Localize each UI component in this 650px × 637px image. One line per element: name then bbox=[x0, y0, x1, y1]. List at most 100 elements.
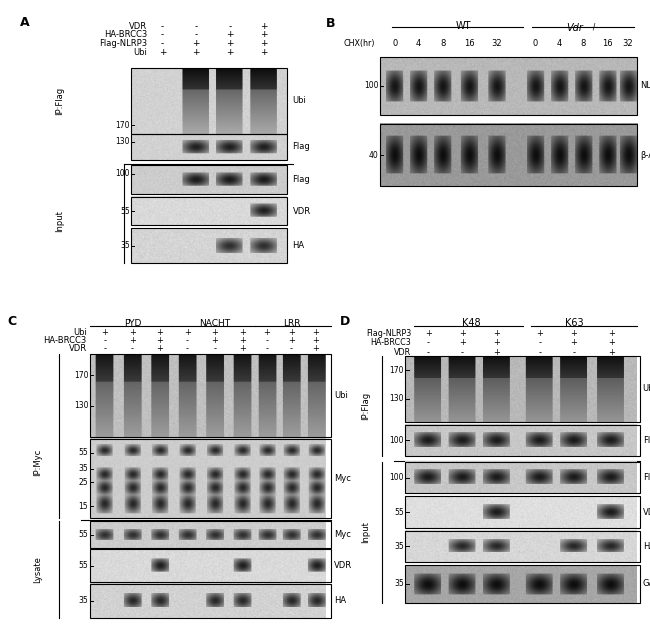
Text: -: - bbox=[229, 22, 231, 31]
Text: IP:Flag: IP:Flag bbox=[55, 87, 64, 115]
Text: 100: 100 bbox=[389, 436, 404, 445]
Text: Lysate: Lysate bbox=[33, 556, 42, 583]
Text: 130: 130 bbox=[116, 137, 130, 146]
Text: +: + bbox=[313, 336, 319, 345]
Text: NACHT: NACHT bbox=[200, 318, 231, 327]
Text: 4: 4 bbox=[556, 39, 562, 48]
Bar bbox=[406, 356, 640, 422]
Text: HA-BRCC3: HA-BRCC3 bbox=[44, 336, 86, 345]
Text: C: C bbox=[7, 315, 16, 329]
Text: 0: 0 bbox=[533, 39, 538, 48]
Text: +: + bbox=[101, 328, 109, 337]
Text: Flag-NLRP3: Flag-NLRP3 bbox=[99, 39, 147, 48]
Text: +: + bbox=[260, 31, 268, 39]
Text: Flag: Flag bbox=[643, 436, 650, 445]
Text: VDR: VDR bbox=[129, 22, 147, 31]
Text: 0: 0 bbox=[392, 39, 397, 48]
Text: +: + bbox=[288, 336, 295, 345]
Text: -: - bbox=[195, 22, 198, 31]
Text: +: + bbox=[129, 336, 136, 345]
Text: Myc: Myc bbox=[334, 474, 351, 483]
Bar bbox=[380, 57, 637, 115]
Text: K63: K63 bbox=[565, 318, 584, 328]
Text: A: A bbox=[20, 16, 29, 29]
Text: HA-BRCC3: HA-BRCC3 bbox=[103, 31, 147, 39]
Bar bbox=[406, 462, 640, 493]
Text: 4: 4 bbox=[416, 39, 421, 48]
Text: 55: 55 bbox=[394, 508, 404, 517]
Text: -: - bbox=[103, 343, 107, 353]
Text: 100: 100 bbox=[389, 473, 404, 482]
Text: 170: 170 bbox=[389, 366, 404, 375]
Text: 15: 15 bbox=[79, 502, 88, 511]
Text: NLRP3: NLRP3 bbox=[640, 82, 650, 90]
Text: +: + bbox=[571, 338, 577, 347]
Bar bbox=[90, 439, 331, 519]
Text: PYD: PYD bbox=[124, 318, 141, 327]
Text: +: + bbox=[608, 338, 615, 347]
Text: HA: HA bbox=[643, 542, 650, 551]
Text: +: + bbox=[493, 338, 501, 347]
Text: HA: HA bbox=[334, 596, 346, 606]
Text: -: - bbox=[195, 31, 198, 39]
Text: Input: Input bbox=[361, 521, 370, 543]
Text: 8: 8 bbox=[440, 39, 445, 48]
Text: K48: K48 bbox=[462, 318, 480, 328]
Text: Flag: Flag bbox=[292, 175, 310, 184]
Text: +: + bbox=[157, 328, 163, 337]
Text: 55: 55 bbox=[120, 206, 130, 216]
Text: VDR: VDR bbox=[394, 348, 411, 357]
Text: Input: Input bbox=[55, 210, 64, 232]
Text: +: + bbox=[212, 336, 218, 345]
Text: +: + bbox=[226, 31, 234, 39]
Text: -: - bbox=[461, 348, 464, 357]
Text: -: - bbox=[161, 39, 164, 48]
Text: +: + bbox=[493, 329, 501, 338]
Text: -: - bbox=[131, 343, 134, 353]
Text: +: + bbox=[157, 336, 163, 345]
Bar bbox=[90, 550, 331, 582]
Text: +: + bbox=[263, 328, 270, 337]
Text: +: + bbox=[239, 328, 246, 337]
Text: -: - bbox=[290, 343, 293, 353]
Text: -: - bbox=[426, 338, 430, 347]
Text: +: + bbox=[226, 39, 234, 48]
Bar bbox=[131, 165, 287, 194]
Text: Ubi: Ubi bbox=[643, 384, 650, 393]
Text: Ubi: Ubi bbox=[292, 96, 306, 105]
Text: HA-BRCC3: HA-BRCC3 bbox=[370, 338, 411, 347]
Text: +: + bbox=[226, 48, 234, 57]
Bar bbox=[90, 521, 331, 548]
Text: +: + bbox=[192, 48, 200, 57]
Text: IP:Flag: IP:Flag bbox=[361, 392, 370, 420]
Text: Ubi: Ubi bbox=[73, 328, 86, 337]
Bar bbox=[131, 197, 287, 225]
Text: 32: 32 bbox=[623, 39, 633, 48]
Text: 16: 16 bbox=[464, 39, 475, 48]
Text: +: + bbox=[608, 348, 615, 357]
Text: LRR: LRR bbox=[283, 318, 300, 327]
Text: -: - bbox=[161, 31, 164, 39]
Text: -: - bbox=[265, 343, 268, 353]
Text: -: - bbox=[426, 348, 430, 357]
Text: D: D bbox=[339, 315, 350, 329]
Text: -: - bbox=[161, 22, 164, 31]
Text: Ubi: Ubi bbox=[334, 391, 348, 400]
Text: 100: 100 bbox=[364, 82, 378, 90]
Text: +: + bbox=[459, 329, 466, 338]
Text: +: + bbox=[239, 343, 246, 353]
Text: +: + bbox=[184, 328, 191, 337]
Text: Myc: Myc bbox=[334, 530, 351, 539]
Text: 35: 35 bbox=[79, 596, 88, 606]
Text: B: B bbox=[326, 17, 335, 30]
Bar bbox=[90, 583, 331, 618]
Bar bbox=[406, 531, 640, 562]
Bar bbox=[380, 124, 637, 186]
Text: IP:Myc: IP:Myc bbox=[33, 448, 42, 476]
Text: WT: WT bbox=[456, 21, 471, 31]
Bar bbox=[131, 68, 287, 134]
Text: 55: 55 bbox=[79, 530, 88, 539]
Text: HA: HA bbox=[292, 241, 305, 250]
Text: +: + bbox=[288, 328, 295, 337]
Text: -: - bbox=[103, 336, 107, 345]
